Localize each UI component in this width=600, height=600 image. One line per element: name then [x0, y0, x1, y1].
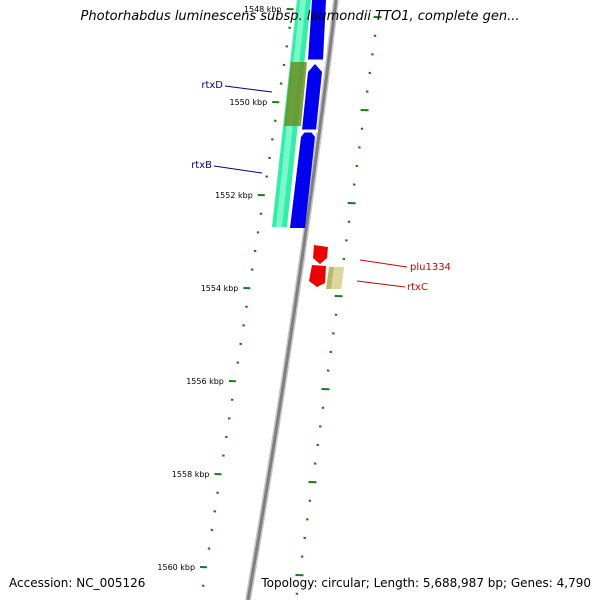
- gene-arrow-rtxD[interactable]: [302, 64, 322, 130]
- kbp-label: 1552 kbp: [215, 191, 253, 200]
- kbp-label-track: 1548 kbp 1550 kbp 1552 kbp 1554 kbp 1556 kbp…: [157, 5, 281, 572]
- genome-backbone: [246, 0, 338, 600]
- gene-label-plu1334[interactable]: plu1334: [410, 262, 451, 273]
- kbp-label: 1560 kbp: [157, 563, 195, 572]
- tan-feature-box-light: [331, 267, 344, 289]
- plu1334-leader-line: [359, 259, 408, 268]
- kbp-label: 1554 kbp: [201, 284, 239, 293]
- gene-arrow-forward-top[interactable]: [308, 0, 326, 60]
- gene-arrow-rtxB[interactable]: [290, 128, 315, 228]
- gene-label-rtxC[interactable]: rtxC: [407, 282, 428, 293]
- inner-tick-track: [200, 8, 294, 587]
- gene-arrow-plu1334[interactable]: [313, 245, 328, 264]
- rtxB-leader-line: [213, 165, 263, 174]
- map-title: Photorhabdus luminescens subsp. laumondi…: [80, 9, 520, 24]
- rtxD-leader-line: [224, 85, 273, 93]
- kbp-label: 1556 kbp: [186, 377, 224, 386]
- gene-label-rtxD[interactable]: rtxD: [201, 80, 223, 91]
- rtxC-leader-line: [356, 280, 406, 288]
- kbp-label: 1558 kbp: [172, 470, 210, 479]
- topology-text: Topology: circular; Length: 5,688,987 bp…: [261, 576, 591, 590]
- kbp-label: 1550 kbp: [229, 98, 267, 107]
- gene-arrow-rtxC[interactable]: [309, 265, 326, 287]
- kbp-label: 1548 kbp: [244, 5, 282, 14]
- gene-label-rtxB[interactable]: rtxB: [191, 160, 212, 171]
- accession-text: Accession: NC_005126: [9, 576, 146, 590]
- olive-band-rtxD: [284, 62, 307, 126]
